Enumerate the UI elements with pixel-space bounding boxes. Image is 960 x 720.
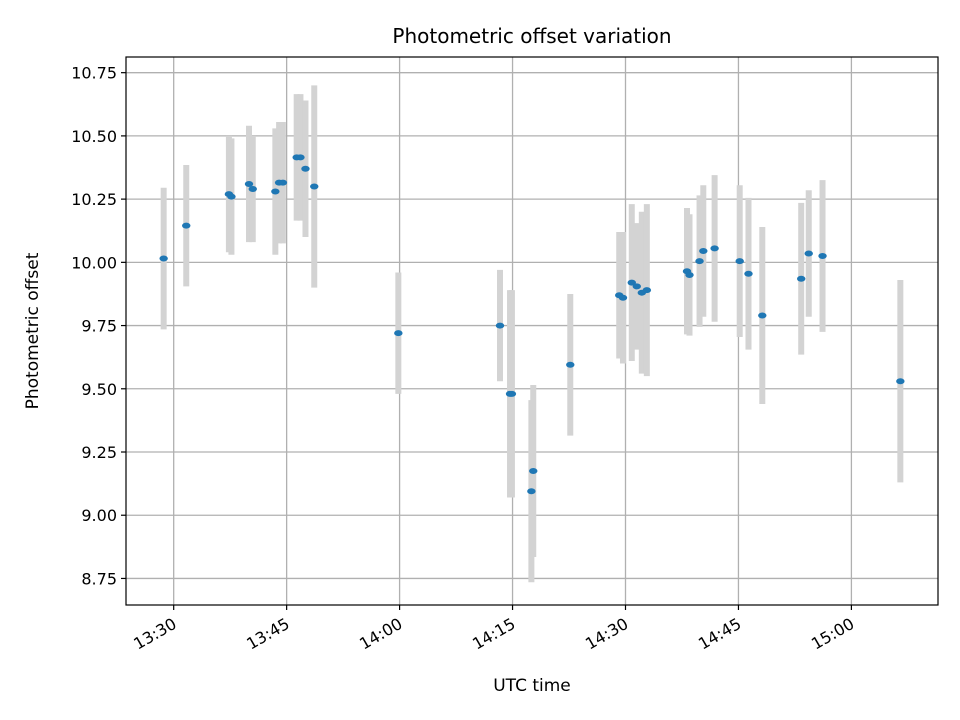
data-point: [278, 179, 288, 186]
data-point: [632, 283, 641, 290]
data-point: [695, 258, 704, 265]
data-point: [159, 255, 168, 262]
data-point: [182, 222, 191, 229]
y-axis-ticks: 8.75 9.00 9.25 9.50 9.75 10.00 10.25 10.50 10.75: [71, 64, 126, 588]
y-tick-label: 10.50: [71, 127, 117, 146]
y-tick-label: 8.75: [81, 569, 117, 588]
data-point: [735, 258, 744, 265]
data-point: [710, 245, 719, 252]
data-point: [818, 253, 827, 260]
y-tick-label: 10.75: [71, 64, 117, 83]
y-axis-label: Photometric offset: [23, 252, 43, 409]
plot-frame: [125, 56, 939, 606]
data-point: [566, 361, 575, 368]
data-point: [685, 271, 694, 278]
data-point: [896, 378, 905, 385]
data-point: [699, 247, 708, 254]
y-tick-label: 9.00: [81, 506, 117, 525]
x-axis-label: UTC time: [493, 676, 571, 696]
data-point: [301, 165, 310, 172]
data-point: [394, 330, 403, 337]
data-point: [507, 390, 517, 397]
data-point: [642, 287, 652, 294]
data-point: [529, 467, 538, 474]
data-point: [618, 294, 628, 301]
data-point: [804, 250, 813, 257]
y-tick-label: 9.75: [81, 317, 117, 336]
data-point: [296, 154, 305, 161]
data-point: [227, 193, 236, 200]
data-point: [527, 488, 536, 495]
data-point: [248, 186, 257, 193]
chart-title: Photometric offset variation: [392, 24, 671, 48]
data-point: [244, 180, 254, 187]
data-point: [744, 270, 753, 277]
data-point: [495, 322, 505, 329]
y-tick-label: 9.50: [81, 380, 117, 399]
y-tick-label: 10.00: [71, 253, 117, 272]
y-tick-label: 9.25: [81, 443, 117, 462]
data-point: [310, 183, 319, 190]
data-point-layer: [159, 154, 905, 495]
data-point: [271, 188, 280, 195]
data-point: [758, 312, 767, 319]
y-tick-label: 10.25: [71, 190, 117, 209]
data-point: [797, 275, 806, 282]
data-point: [627, 279, 636, 286]
